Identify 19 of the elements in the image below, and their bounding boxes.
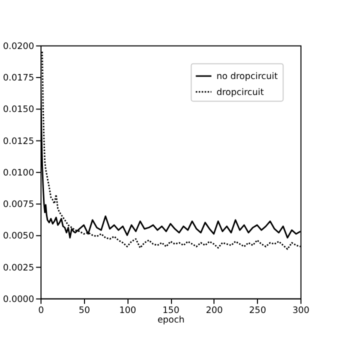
- x-tick-label: 250: [249, 306, 266, 316]
- y-tick-label: 0.0100: [3, 168, 34, 178]
- x-tick-label: 50: [78, 306, 90, 316]
- y-tick-label: 0.0125: [3, 136, 34, 147]
- legend-label: dropcircuit: [216, 88, 264, 98]
- x-tick-label: 200: [206, 306, 224, 316]
- x-tick-label: 0: [38, 306, 44, 316]
- x-tick-label: 300: [292, 306, 310, 316]
- x-tick-label: 150: [162, 306, 180, 316]
- legend-label: no dropcircuit: [216, 72, 278, 82]
- y-tick-label: 0.0025: [3, 263, 34, 274]
- x-axis-title: epoch: [157, 316, 184, 326]
- y-tick-label: 0.0200: [3, 42, 34, 52]
- x-tick-label: 100: [119, 306, 136, 316]
- y-tick-label: 0.0000: [3, 294, 34, 305]
- y-tick-label: 0.0050: [3, 232, 34, 242]
- y-tick-label: 0.0150: [3, 105, 34, 116]
- y-tick-label: 0.0075: [3, 200, 34, 210]
- y-tick-label: 0.0175: [3, 74, 34, 84]
